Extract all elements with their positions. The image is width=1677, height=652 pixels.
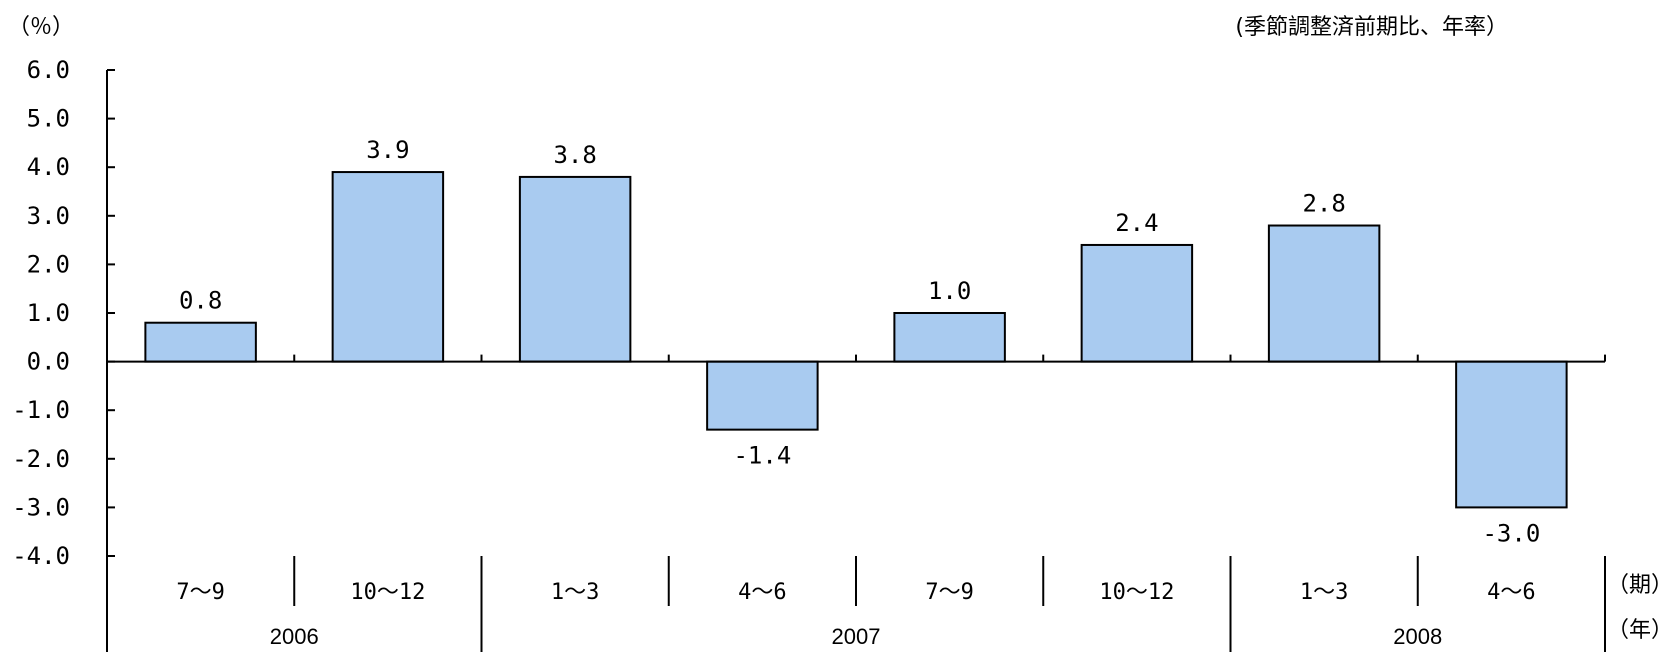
y-tick-label: 1.0 <box>27 299 70 327</box>
y-tick-label: 5.0 <box>27 105 70 133</box>
x-category-label: 1～3 <box>1300 580 1349 605</box>
x-category-label: 7～9 <box>925 580 974 605</box>
y-tick-label: 3.0 <box>27 202 70 230</box>
bar <box>1455 360 1568 509</box>
bar <box>1080 243 1194 363</box>
x-category-label: 7～9 <box>176 580 225 605</box>
bar <box>144 321 257 363</box>
y-tick-label: -1.0 <box>12 396 70 424</box>
year-axis-label: （年） <box>1607 618 1673 643</box>
bar-value-label: 2.8 <box>1302 190 1345 218</box>
y-tick-label: 0.0 <box>27 348 70 376</box>
bar <box>1267 224 1381 363</box>
bar-value-label: 1.0 <box>928 277 971 305</box>
x-category-label: 10～12 <box>350 580 425 605</box>
bar <box>893 312 1006 363</box>
bar <box>518 175 632 363</box>
bar-value-label: -1.4 <box>733 442 791 470</box>
bar-value-label: 3.9 <box>366 136 409 164</box>
y-tick-label: 4.0 <box>27 153 70 181</box>
y-tick-label: -3.0 <box>12 493 70 521</box>
bar-value-label: -3.0 <box>1482 519 1540 547</box>
bar <box>331 171 445 363</box>
y-tick-label: -2.0 <box>12 445 70 473</box>
x-year-label: 2006 <box>270 624 319 649</box>
x-category-label: 10～12 <box>1099 580 1174 605</box>
unit-label: （％） <box>8 15 74 40</box>
x-category-label: 4～6 <box>1487 580 1536 605</box>
y-tick-label: 6.0 <box>27 56 70 84</box>
bar <box>706 360 819 431</box>
x-year-label: 2008 <box>1393 624 1442 649</box>
bar-value-label: 2.4 <box>1115 209 1158 237</box>
y-tick-label: 2.0 <box>27 250 70 278</box>
period-axis-label: （期） <box>1607 573 1673 598</box>
bar-value-label: 0.8 <box>179 287 222 315</box>
x-year-label: 2007 <box>832 624 881 649</box>
x-category-label: 1～3 <box>551 580 600 605</box>
y-tick-label: -4.0 <box>12 542 70 570</box>
chart-note: (季節調整済前期比、年率） <box>1235 15 1508 40</box>
bar-value-label: 3.8 <box>553 141 596 169</box>
x-category-label: 4～6 <box>738 580 787 605</box>
